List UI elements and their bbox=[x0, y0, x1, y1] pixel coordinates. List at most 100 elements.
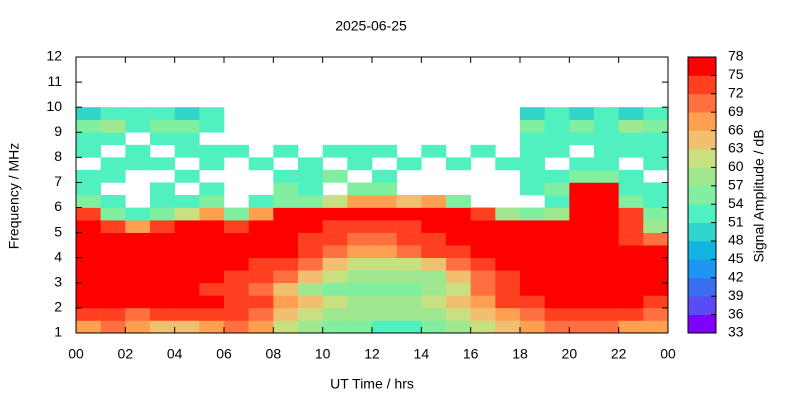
heatmap-cell bbox=[224, 307, 249, 321]
heatmap-cell bbox=[421, 282, 447, 296]
heatmap-cell bbox=[100, 157, 126, 171]
heatmap-cell bbox=[174, 144, 200, 158]
y-tick-label: 1 bbox=[54, 324, 62, 340]
heatmap-cell bbox=[150, 232, 175, 246]
heatmap-cell bbox=[224, 320, 249, 334]
heatmap-cell bbox=[248, 220, 274, 233]
heatmap-cell bbox=[76, 282, 101, 296]
heatmap-cell bbox=[150, 119, 175, 133]
heatmap-cell bbox=[396, 320, 422, 334]
heatmap-cell bbox=[248, 295, 274, 309]
y-tick-label: 5 bbox=[54, 223, 62, 239]
heatmap-cell bbox=[618, 144, 644, 158]
heatmap-cell bbox=[470, 232, 496, 246]
colorbar-segment bbox=[688, 167, 716, 187]
colorbar-segment bbox=[688, 204, 716, 223]
heatmap-cell bbox=[520, 182, 545, 196]
colorbar-segment bbox=[688, 296, 716, 315]
x-tick-label: 00 bbox=[660, 346, 676, 362]
heatmap-cell bbox=[125, 307, 151, 321]
heatmap-cell bbox=[76, 245, 101, 259]
heatmap-cell bbox=[150, 107, 175, 121]
heatmap-cell bbox=[569, 119, 595, 133]
heatmap-cell bbox=[322, 232, 348, 246]
heatmap-cell bbox=[372, 220, 397, 233]
heatmap-cell bbox=[322, 270, 348, 284]
heatmap-cell bbox=[322, 144, 348, 158]
heatmap-cell bbox=[125, 232, 151, 246]
heatmap-cell bbox=[174, 169, 200, 183]
heatmap-cell bbox=[618, 282, 644, 296]
heatmap-cell bbox=[618, 195, 644, 208]
heatmap-cell bbox=[322, 257, 348, 271]
heatmap-cell bbox=[347, 295, 373, 309]
heatmap-cell bbox=[372, 307, 397, 321]
colorbar-tick-label: 54 bbox=[728, 195, 744, 211]
heatmap-cell bbox=[470, 320, 496, 334]
x-tick-label: 00 bbox=[68, 346, 84, 362]
heatmap-cell bbox=[446, 157, 471, 171]
heatmap-cell bbox=[569, 307, 595, 321]
heatmap-cell bbox=[199, 144, 225, 158]
x-tick-label: 06 bbox=[216, 346, 232, 362]
heatmap-cell bbox=[199, 182, 225, 196]
heatmap-cell bbox=[174, 107, 200, 121]
heatmap-cell bbox=[199, 119, 225, 133]
heatmap-cell bbox=[347, 157, 373, 171]
heatmap-cell bbox=[643, 157, 669, 171]
heatmap-cell bbox=[347, 307, 373, 321]
heatmap-cell bbox=[347, 245, 373, 259]
heatmap-cell bbox=[150, 220, 175, 233]
heatmap-cell bbox=[470, 282, 496, 296]
y-tick-label: 11 bbox=[47, 73, 62, 89]
heatmap-cell bbox=[100, 232, 126, 246]
heatmap-cell bbox=[520, 132, 545, 146]
heatmap-cell bbox=[347, 207, 373, 221]
heatmap-cell bbox=[594, 232, 619, 246]
x-tick-label: 18 bbox=[512, 346, 528, 362]
heatmap-cell bbox=[76, 295, 101, 309]
heatmap-cell bbox=[199, 320, 225, 334]
heatmap-cell bbox=[569, 207, 595, 221]
x-tick-label: 14 bbox=[414, 346, 430, 362]
heatmap-cell bbox=[643, 232, 669, 246]
heatmap-cell bbox=[569, 282, 595, 296]
heatmap-cell bbox=[520, 169, 545, 183]
heatmap-cell bbox=[150, 182, 175, 196]
heatmap-cell bbox=[347, 282, 373, 296]
heatmap-cell bbox=[520, 107, 545, 121]
heatmap-cell bbox=[594, 245, 619, 259]
heatmap-cell bbox=[298, 245, 323, 259]
heatmap-cell bbox=[150, 132, 175, 146]
heatmap-cell bbox=[125, 270, 151, 284]
y-tick-label: 4 bbox=[54, 248, 62, 264]
heatmap-cell bbox=[125, 282, 151, 296]
heatmap-cell bbox=[248, 232, 274, 246]
heatmap-cell bbox=[150, 270, 175, 284]
heatmap-cell bbox=[544, 119, 570, 133]
heatmap-cell bbox=[569, 232, 595, 246]
heatmap-cell bbox=[100, 257, 126, 271]
heatmap-cell bbox=[569, 182, 595, 196]
y-tick-label: 8 bbox=[54, 148, 62, 164]
heatmap-cell bbox=[174, 232, 200, 246]
heatmap-cell bbox=[446, 220, 471, 233]
heatmap-cell bbox=[100, 107, 126, 121]
colorbar-segment bbox=[688, 241, 716, 260]
heatmap-cell bbox=[495, 232, 521, 246]
heatmap-cell bbox=[421, 232, 447, 246]
colorbar-tick-label: 60 bbox=[728, 158, 744, 174]
heatmap-cell bbox=[618, 295, 644, 309]
heatmap-cell bbox=[298, 320, 323, 334]
heatmap-cell bbox=[76, 270, 101, 284]
heatmap-cell bbox=[544, 144, 570, 158]
heatmap-cell bbox=[100, 220, 126, 233]
heatmap-cell bbox=[495, 282, 521, 296]
colorbar-tick-label: 75 bbox=[728, 66, 744, 82]
colorbar-tick-label: 42 bbox=[728, 269, 744, 285]
heatmap-cell bbox=[174, 207, 200, 221]
heatmap-cell bbox=[544, 245, 570, 259]
heatmap-cell bbox=[544, 307, 570, 321]
x-tick-label: 08 bbox=[266, 346, 282, 362]
heatmap-cell bbox=[298, 257, 323, 271]
